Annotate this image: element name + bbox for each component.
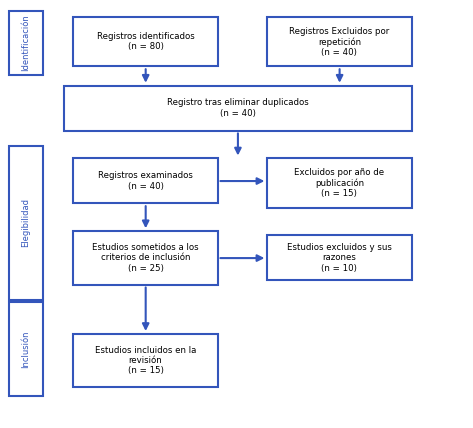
Text: Registros identificados
(n = 80): Registros identificados (n = 80): [96, 32, 194, 51]
FancyBboxPatch shape: [73, 231, 218, 285]
Text: Registros Excluidos por
repetición
(n = 40): Registros Excluidos por repetición (n = …: [289, 27, 389, 57]
Text: Excluidos por año de
publicación
(n = 15): Excluidos por año de publicación (n = 15…: [294, 168, 385, 198]
Text: Registro tras eliminar duplicados
(n = 40): Registro tras eliminar duplicados (n = 4…: [167, 98, 308, 118]
Text: Registros examinados
(n = 40): Registros examinados (n = 40): [98, 171, 193, 190]
FancyBboxPatch shape: [267, 158, 412, 208]
FancyBboxPatch shape: [73, 158, 218, 203]
Text: Estudios sometidos a los
criterios de inclusión
(n = 25): Estudios sometidos a los criterios de in…: [92, 243, 199, 273]
FancyBboxPatch shape: [9, 11, 43, 75]
Text: Inclusión: Inclusión: [21, 330, 31, 368]
Text: Identificación: Identificación: [21, 15, 31, 71]
FancyBboxPatch shape: [73, 17, 218, 66]
FancyBboxPatch shape: [267, 17, 412, 66]
FancyBboxPatch shape: [64, 86, 412, 131]
FancyBboxPatch shape: [73, 334, 218, 387]
Text: Estudios excluidos y sus
razones
(n = 10): Estudios excluidos y sus razones (n = 10…: [287, 243, 392, 273]
Text: Estudios incluidos en la
revisión
(n = 15): Estudios incluidos en la revisión (n = 1…: [95, 346, 196, 375]
FancyBboxPatch shape: [9, 146, 43, 300]
FancyBboxPatch shape: [267, 235, 412, 280]
FancyBboxPatch shape: [9, 302, 43, 396]
Text: Elegibilidad: Elegibilidad: [21, 198, 31, 247]
